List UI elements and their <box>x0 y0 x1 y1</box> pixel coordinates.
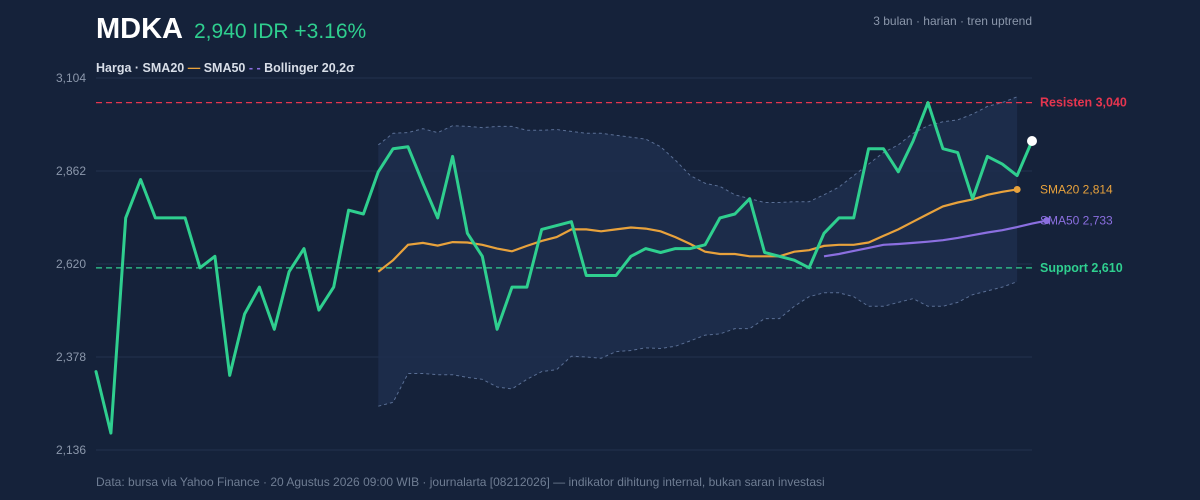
legend-bollinger: Bollinger 20,2σ <box>264 61 355 75</box>
bollinger-band <box>377 96 1018 407</box>
legend-price: Harga <box>96 61 132 75</box>
period-info: 3 bulan · harian · tren uptrend <box>873 14 1032 28</box>
series-layer <box>94 101 1051 435</box>
y-tick-label: 3,104 <box>56 71 86 85</box>
legend-sma50: SMA50 <box>204 61 246 75</box>
bollinger-band-fill <box>378 96 1018 407</box>
sma50-line <box>823 219 1048 258</box>
price-change: 2,940 IDR +3.16% <box>194 20 366 43</box>
resistance-label: Resisten 3,040 <box>1040 96 1127 110</box>
legend-sma20: SMA20 <box>143 61 185 75</box>
sma20-end-point <box>1013 185 1021 193</box>
sma20-end-label: SMA20 2,814 <box>1040 182 1113 196</box>
footer-source: Data: bursa via Yahoo Finance · 20 Agust… <box>96 475 825 489</box>
end-labels: Resisten 3,040 Support 2,610 SMA20 2,814 SM… <box>1040 96 1127 275</box>
y-tick-label: 2,136 <box>56 443 86 457</box>
percent-change: +3.16% <box>294 20 366 43</box>
legend: Harga · SMA20 — SMA50 - - Bollinger 20,2… <box>96 61 355 75</box>
sma50-end-point <box>1043 217 1051 225</box>
ticker-symbol: MDKA <box>96 13 183 45</box>
support-label: Support 2,610 <box>1040 261 1123 275</box>
price-line <box>94 101 1034 435</box>
price-last-point <box>1027 136 1037 147</box>
y-tick-label: 2,378 <box>56 350 86 364</box>
bollinger-lower-line <box>378 281 1018 407</box>
sma50-end-label: SMA50 2,733 <box>1040 214 1113 228</box>
current-price: 2,940 IDR <box>194 20 289 43</box>
reference-lines <box>96 101 1032 269</box>
y-tick-label: 2,620 <box>56 257 86 271</box>
y-tick-label: 2,862 <box>56 164 86 178</box>
